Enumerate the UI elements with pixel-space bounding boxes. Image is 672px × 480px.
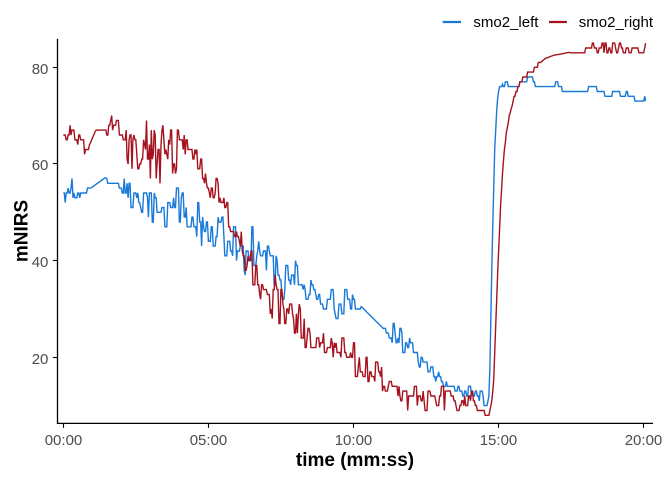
svg-text:00:00: 00:00: [45, 432, 83, 449]
svg-text:05:00: 05:00: [190, 432, 228, 449]
svg-text:smo2_right: smo2_right: [579, 14, 654, 31]
svg-text:15:00: 15:00: [480, 432, 518, 449]
svg-text:mNIRS: mNIRS: [11, 200, 32, 262]
svg-text:60: 60: [32, 157, 49, 174]
svg-text:time (mm:ss): time (mm:ss): [296, 450, 414, 471]
svg-text:10:00: 10:00: [335, 432, 373, 449]
svg-text:40: 40: [32, 254, 49, 271]
svg-text:20: 20: [32, 351, 49, 368]
svg-text:smo2_left: smo2_left: [473, 14, 539, 31]
svg-text:80: 80: [32, 61, 49, 78]
svg-text:20:00: 20:00: [625, 432, 663, 449]
